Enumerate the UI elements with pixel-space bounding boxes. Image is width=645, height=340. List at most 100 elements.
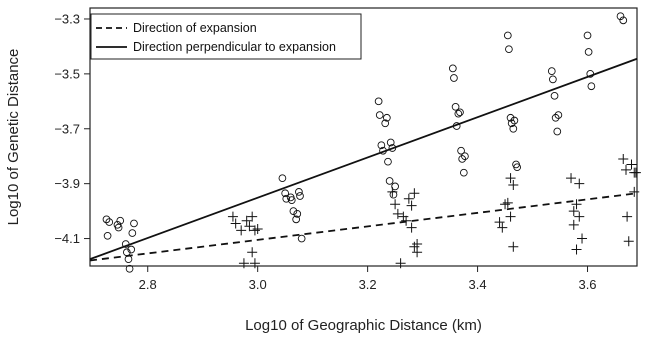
point-perpendicular <box>587 82 596 91</box>
point-perpendicular <box>506 113 515 122</box>
point-perpendicular <box>103 231 112 240</box>
point-expansion <box>574 211 585 222</box>
point-perpendicular <box>507 119 516 128</box>
point-perpendicular <box>547 67 556 75</box>
point-expansion <box>390 199 401 210</box>
point-perpendicular <box>278 174 287 183</box>
x-axis-title: Log10 of Geographic Distance (km) <box>245 317 482 334</box>
x-tick-label: 2.8 <box>139 277 157 292</box>
data-points <box>102 12 641 273</box>
point-perpendicular <box>513 163 522 172</box>
point-perpendicular <box>292 215 301 224</box>
point-expansion <box>497 222 508 233</box>
point-perpendicular <box>116 216 125 225</box>
point-perpendicular <box>293 210 302 218</box>
fit-line-expansion <box>89 192 638 262</box>
point-perpendicular <box>130 219 138 228</box>
point-expansion <box>406 200 417 211</box>
point-expansion <box>395 258 406 269</box>
point-perpendicular <box>586 70 595 78</box>
point-perpendicular <box>287 196 296 204</box>
fit-lines <box>89 57 638 262</box>
y-tick-label: −3.5 <box>54 66 80 81</box>
point-perpendicular <box>554 111 563 119</box>
point-expansion <box>622 211 633 222</box>
point-expansion <box>508 241 519 252</box>
point-perpendicular <box>124 255 133 263</box>
point-expansion <box>244 221 255 232</box>
point-perpendicular <box>503 31 512 40</box>
point-perpendicular <box>391 182 399 191</box>
point-perpendicular <box>297 234 306 243</box>
point-expansion <box>252 223 263 234</box>
point-expansion <box>392 208 403 219</box>
point-perpendicular <box>374 97 383 106</box>
point-perpendicular <box>583 31 592 40</box>
point-expansion <box>249 258 260 269</box>
point-perpendicular <box>549 75 557 84</box>
point-expansion <box>505 173 516 184</box>
point-expansion <box>230 218 241 229</box>
point-expansion <box>574 178 585 189</box>
point-perpendicular <box>296 192 304 200</box>
point-expansion <box>508 180 519 191</box>
point-perpendicular <box>128 229 137 237</box>
point-expansion <box>227 211 238 222</box>
point-perpendicular <box>509 124 518 133</box>
point-perpendicular <box>282 194 291 203</box>
point-perpendicular <box>616 12 625 21</box>
point-expansion <box>618 153 629 164</box>
point-perpendicular <box>457 146 465 155</box>
y-axis-ticks: −4.1 −3.9 −3.7 −3.5 −3.3 <box>54 11 90 246</box>
point-perpendicular <box>459 168 468 177</box>
point-expansion <box>247 247 258 258</box>
plot-frame <box>89 7 638 267</box>
point-perpendicular <box>121 240 130 248</box>
point-perpendicular <box>452 122 461 130</box>
point-perpendicular <box>550 91 559 100</box>
point-expansion <box>629 186 640 197</box>
point-expansion <box>568 219 579 230</box>
point-expansion <box>626 159 637 170</box>
point-expansion <box>577 233 588 244</box>
legend-box <box>90 13 362 60</box>
point-expansion <box>247 211 258 222</box>
x-tick-label: 3.4 <box>469 277 487 292</box>
point-perpendicular <box>377 141 386 150</box>
point-expansion <box>505 211 516 222</box>
point-perpendicular <box>456 108 464 117</box>
point-expansion <box>623 236 634 247</box>
point-expansion <box>398 211 409 222</box>
point-perpendicular <box>127 245 136 254</box>
point-perpendicular <box>551 113 560 122</box>
point-perpendicular <box>458 155 467 163</box>
y-tick-label: −3.9 <box>54 176 80 191</box>
point-perpendicular <box>295 188 303 196</box>
point-expansion <box>630 167 641 178</box>
point-expansion <box>500 199 511 210</box>
point-perpendicular <box>448 64 457 73</box>
point-perpendicular <box>375 111 384 119</box>
point-expansion <box>621 164 632 175</box>
point-perpendicular <box>388 144 397 152</box>
point-expansion <box>409 241 420 252</box>
point-expansion <box>236 225 247 236</box>
point-perpendicular <box>389 190 398 199</box>
point-perpendicular <box>125 264 134 273</box>
point-expansion <box>568 206 579 217</box>
point-perpendicular <box>553 127 562 136</box>
point-expansion <box>494 217 505 228</box>
point-expansion <box>238 258 249 269</box>
y-tick-label: −3.3 <box>54 11 80 26</box>
x-tick-label: 3.0 <box>249 277 267 292</box>
point-expansion <box>571 199 582 210</box>
point-perpendicular <box>289 207 298 215</box>
fit-line-perpendicular <box>89 57 638 260</box>
point-expansion <box>401 215 412 226</box>
point-expansion <box>403 193 414 204</box>
point-perpendicular <box>383 113 391 122</box>
point-perpendicular <box>379 146 387 155</box>
point-perpendicular <box>450 74 458 82</box>
point-perpendicular <box>461 152 469 161</box>
